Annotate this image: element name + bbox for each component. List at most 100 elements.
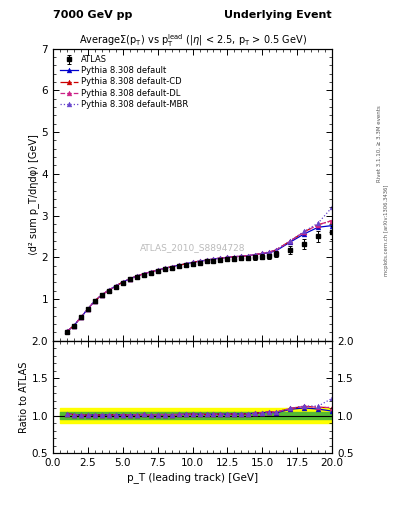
Pythia 8.308 default [211,256,216,262]
Pythia 8.308 default [64,328,70,334]
Y-axis label: ⟨d² sum p_T/dηdφ⟩ [GeV]: ⟨d² sum p_T/dηdφ⟩ [GeV] [28,134,39,255]
Pythia 8.308 default [79,314,83,321]
Pythia 8.308 default-CD [218,255,223,261]
Pythia 8.308 default-DL [99,292,104,298]
Pythia 8.308 default [190,259,195,265]
Pythia 8.308 default-CD [120,279,125,285]
Pythia 8.308 default [260,250,265,257]
Pythia 8.308 default-DL [72,323,76,329]
Pythia 8.308 default-CD [134,273,139,279]
Pythia 8.308 default-DL [253,251,258,258]
Pythia 8.308 default-DL [288,238,292,244]
Pythia 8.308 default-DL [141,271,146,277]
Pythia 8.308 default-DL [197,258,202,264]
Pythia 8.308 default-DL [169,264,174,270]
Pythia 8.308 default-MBR [204,257,209,263]
Pythia 8.308 default-MBR [302,228,307,234]
Pythia 8.308 default-CD [79,314,83,321]
Pythia 8.308 default [114,283,118,289]
Pythia 8.308 default [225,254,230,261]
Pythia 8.308 default-DL [120,279,125,285]
Pythia 8.308 default [253,251,258,258]
Pythia 8.308 default-DL [134,273,139,279]
Pythia 8.308 default-DL [149,269,153,275]
Pythia 8.308 default-MBR [86,306,90,312]
Pythia 8.308 default-DL [330,218,334,224]
Pythia 8.308 default-DL [79,314,83,321]
Pythia 8.308 default-CD [211,256,216,262]
Text: Underlying Event: Underlying Event [224,10,332,20]
Pythia 8.308 default-DL [302,229,307,235]
X-axis label: p_T (leading track) [GeV]: p_T (leading track) [GeV] [127,472,258,483]
Pythia 8.308 default-MBR [211,256,216,262]
Pythia 8.308 default-MBR [99,292,104,298]
Pythia 8.308 default-CD [225,254,230,261]
Pythia 8.308 default-CD [183,261,188,267]
Pythia 8.308 default-MBR [288,238,292,244]
Pythia 8.308 default-DL [162,265,167,271]
Pythia 8.308 default-CD [127,276,132,282]
Pythia 8.308 default-DL [260,250,265,257]
Pythia 8.308 default-MBR [225,254,230,261]
Pythia 8.308 default [183,261,188,267]
Pythia 8.308 default-CD [176,262,181,268]
Pythia 8.308 default-DL [93,297,97,304]
Pythia 8.308 default [134,273,139,279]
Pythia 8.308 default-CD [162,265,167,271]
Pythia 8.308 default [127,276,132,282]
Pythia 8.308 default-CD [107,287,111,293]
Pythia 8.308 default-MBR [260,250,265,257]
Pythia 8.308 default-MBR [183,261,188,267]
Pythia 8.308 default [93,297,97,304]
Pythia 8.308 default-CD [302,229,307,235]
Pythia 8.308 default-DL [211,256,216,262]
Pythia 8.308 default [330,223,334,229]
Pythia 8.308 default-DL [86,306,90,312]
Pythia 8.308 default-CD [246,252,251,259]
Pythia 8.308 default-DL [64,328,70,334]
Pythia 8.308 default-CD [330,218,334,224]
Pythia 8.308 default [232,253,237,260]
Pythia 8.308 default [218,255,223,261]
Pythia 8.308 default-MBR [72,323,76,329]
Pythia 8.308 default-CD [253,251,258,258]
Pythia 8.308 default-MBR [155,267,160,273]
Pythia 8.308 default-CD [197,258,202,264]
Text: Rivet 3.1.10, ≥ 3.3M events: Rivet 3.1.10, ≥ 3.3M events [377,105,382,182]
Pythia 8.308 default-MBR [330,204,334,210]
Pythia 8.308 default [288,239,292,245]
Pythia 8.308 default [274,247,279,253]
Pythia 8.308 default [155,267,160,273]
Pythia 8.308 default-MBR [218,255,223,261]
Pythia 8.308 default-DL [127,276,132,282]
Pythia 8.308 default [72,323,76,329]
Pythia 8.308 default-MBR [197,258,202,264]
Pythia 8.308 default-CD [232,253,237,260]
Pythia 8.308 default-MBR [316,220,321,226]
Pythia 8.308 default-CD [274,247,279,253]
Pythia 8.308 default [120,279,125,285]
Pythia 8.308 default-CD [99,292,104,298]
Pythia 8.308 default-MBR [134,273,139,279]
Pythia 8.308 default-MBR [176,262,181,268]
Pythia 8.308 default [204,257,209,263]
Pythia 8.308 default [169,264,174,270]
Pythia 8.308 default-CD [149,269,153,275]
Pythia 8.308 default-MBR [239,253,244,260]
Pythia 8.308 default-CD [239,253,244,260]
Pythia 8.308 default [86,306,90,312]
Legend: ATLAS, Pythia 8.308 default, Pythia 8.308 default-CD, Pythia 8.308 default-DL, P: ATLAS, Pythia 8.308 default, Pythia 8.30… [57,53,191,111]
Pythia 8.308 default [267,250,272,256]
Pythia 8.308 default-DL [218,255,223,261]
Pythia 8.308 default-MBR [246,252,251,259]
Pythia 8.308 default-MBR [267,249,272,255]
Pythia 8.308 default-MBR [162,265,167,271]
Pythia 8.308 default-CD [288,238,292,244]
Pythia 8.308 default-CD [141,271,146,277]
Pythia 8.308 default [302,231,307,237]
Pythia 8.308 default-CD [64,328,70,334]
Line: Pythia 8.308 default: Pythia 8.308 default [64,223,334,334]
Pythia 8.308 default-DL [239,253,244,260]
Pythia 8.308 default-CD [114,283,118,289]
Pythia 8.308 default-DL [190,259,195,265]
